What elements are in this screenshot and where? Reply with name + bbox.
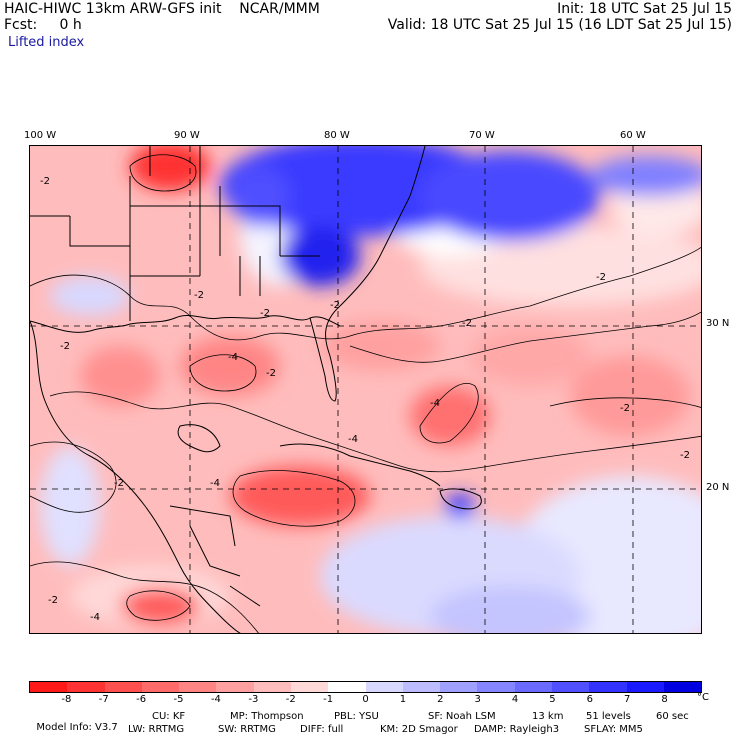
colorbar-tick-label: -6: [136, 694, 147, 705]
field-name: Lifted index: [8, 35, 85, 50]
lat-label-30n: 30 N: [706, 318, 730, 329]
colorbar-tick-label: -4: [210, 694, 221, 705]
contour-label-group: -2 -4 -2 -2 -2 -4 -2 -4 -2 -2 -4 -2 -2 -…: [40, 176, 690, 623]
colorbar-swatch: [365, 682, 403, 692]
run-title: HAIC-HIWC 13km ARW-GFS init NCAR/MMM: [4, 1, 320, 17]
colorbar-swatch: [626, 682, 664, 692]
model-version: Model Info: V3.7: [36, 722, 118, 733]
colorbar-tick-label: 1: [399, 694, 407, 705]
colorbar: [29, 681, 702, 693]
colorbar-tick-label: -1: [323, 694, 334, 705]
colorbar-swatch: [551, 682, 590, 692]
lw-scheme: LW: RRTMG: [128, 724, 185, 735]
contour-label: -2: [114, 478, 124, 489]
resolution: 13 km: [532, 711, 564, 722]
init-time: Init: 18 UTC Sat 25 Jul 15: [557, 1, 732, 17]
colorbar-swatch: [589, 682, 627, 692]
contour-label: -4: [90, 612, 100, 623]
colorbar-swatch: [67, 682, 105, 692]
model-info-line1: Model Info: V3.7: [30, 711, 118, 733]
colorbar-tick-label: -3: [248, 694, 259, 705]
colorbar-unit: °C: [697, 692, 709, 703]
km-scheme: KM: 2D Smagor: [380, 724, 458, 735]
lifted-index-map: -2 -4 -2 -2 -2 -4 -2 -4 -2 -2 -4 -2 -2 -…: [29, 145, 702, 634]
forecast-hour: Fcst: 0 h: [4, 17, 82, 33]
contour-label: -2: [596, 272, 606, 283]
contour-label: -2: [260, 308, 270, 319]
lon-label-90w: 90 W: [174, 130, 200, 141]
lon-label-60w: 60 W: [620, 130, 646, 141]
colorbar-swatch: [179, 682, 217, 692]
contour-label: -2: [48, 595, 58, 606]
colorbar-tick-label: 8: [661, 694, 668, 705]
mp-scheme: MP: Thompson: [230, 711, 304, 722]
colorbar-swatch: [477, 682, 515, 692]
colorbar-swatch: [253, 682, 291, 692]
contour-label: -4: [348, 434, 358, 445]
land-outlines: [30, 146, 482, 633]
colorbar-swatch: [216, 682, 254, 692]
sw-scheme: SW: RRTMG: [218, 724, 276, 735]
colorbar-tick-label: -7: [98, 694, 109, 705]
contour-label: -2: [266, 368, 276, 379]
colorbar-tick-label: 5: [549, 694, 556, 705]
colorbar-tick-label: 6: [586, 694, 594, 705]
lon-label-70w: 70 W: [469, 130, 495, 141]
contour-label: -2: [330, 300, 340, 311]
colorbar-tick-label: 7: [624, 694, 631, 705]
contour-label: -2: [620, 403, 630, 414]
map-canvas: -2 -4 -2 -2 -2 -4 -2 -4 -2 -2 -4 -2 -2 -…: [30, 146, 701, 633]
damp-scheme: DAMP: Rayleigh3: [474, 724, 560, 735]
colorbar-tick-label: 3: [474, 694, 481, 705]
diff-scheme: DIFF: full: [300, 724, 344, 735]
colorbar-tick-label: 0: [362, 694, 369, 705]
contour-label: -2: [40, 176, 50, 187]
lon-label-100w: 100 W: [24, 130, 57, 141]
contour-label: -4: [430, 398, 440, 409]
pbl-scheme: PBL: YSU: [334, 711, 379, 722]
sf-scheme: SF: Noah LSM: [428, 711, 496, 722]
cu-scheme: CU: KF: [152, 711, 186, 722]
colorbar-tick-label: -8: [61, 694, 72, 705]
contour-label: -4: [228, 352, 238, 363]
contour-label: -2: [194, 290, 204, 301]
colorbar-swatch: [141, 682, 180, 692]
contour-lines: [30, 154, 701, 633]
timestep: 60 sec: [656, 711, 689, 722]
lat-label-20n: 20 N: [706, 482, 730, 493]
lat-lon-grid: [30, 146, 701, 633]
colorbar-swatch: [104, 682, 142, 692]
colorbar-swatch: [30, 682, 68, 692]
colorbar-tick-label: -5: [173, 694, 184, 705]
colorbar-swatch: [440, 682, 478, 692]
colorbar-swatch: [290, 682, 329, 692]
contour-label: -4: [210, 478, 220, 489]
valid-time: Valid: 18 UTC Sat 25 Jul 15 (16 LDT Sat …: [387, 17, 732, 33]
colorbar-swatch: [514, 682, 552, 692]
colorbar-swatch: [328, 682, 366, 692]
lon-label-80w: 80 W: [324, 130, 350, 141]
colorbar-tick-label: 2: [437, 694, 444, 705]
colorbar-swatch: [402, 682, 441, 692]
levels: 51 levels: [586, 711, 631, 722]
colorbar-swatch: [663, 682, 702, 692]
sflay-scheme: SFLAY: MM5: [584, 724, 643, 735]
contour-label: -2: [60, 341, 70, 352]
colorbar-tick-label: 4: [511, 694, 519, 705]
contour-label: -2: [462, 318, 472, 329]
colorbar-ticks: -8 -7 -6 -5 -4 -3 -2 -1 0 1 2 3 4 5 6 7 8: [29, 694, 702, 708]
contour-label: -2: [680, 450, 690, 461]
colorbar-tick-label: -2: [285, 694, 296, 705]
